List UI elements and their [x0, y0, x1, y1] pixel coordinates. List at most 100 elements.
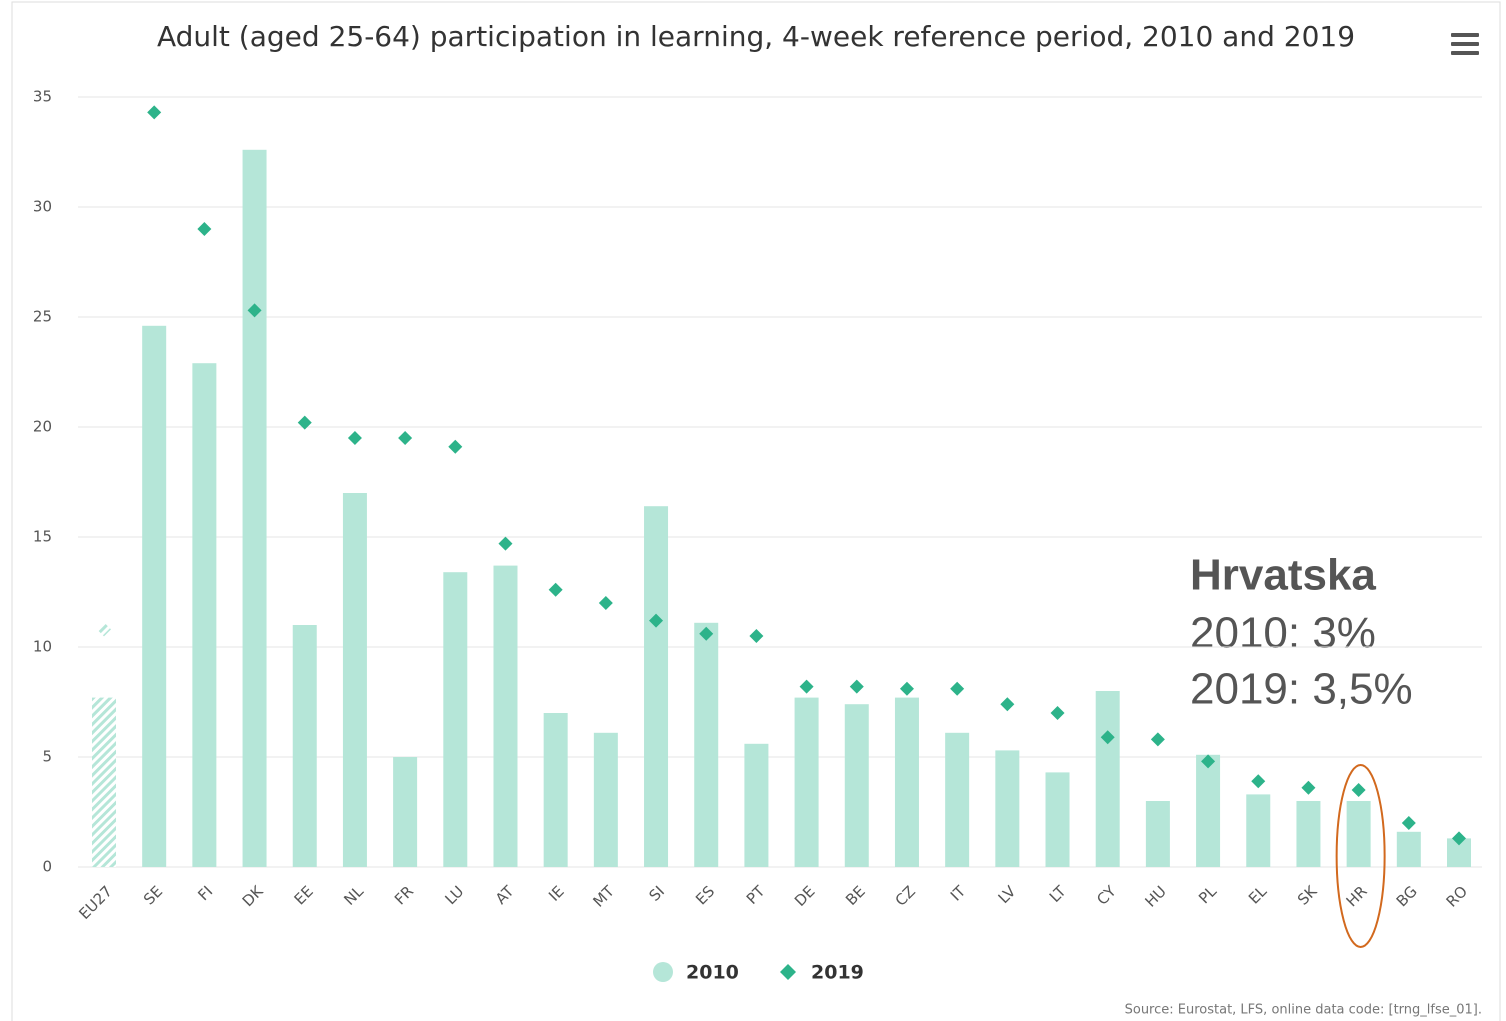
- x-tick-label: AT: [492, 882, 518, 908]
- marker: [849, 679, 864, 694]
- x-tick-label: CZ: [892, 882, 919, 909]
- x-tick-label: RO: [1443, 882, 1471, 910]
- x-tick-label: BE: [842, 882, 869, 909]
- y-tick-label: 30: [33, 198, 52, 216]
- x-tick-label: SK: [1294, 881, 1321, 908]
- x-tick-label: CY: [1093, 882, 1120, 909]
- marker: [398, 431, 413, 445]
- x-tick-label: PL: [1195, 882, 1220, 907]
- marker: [649, 613, 664, 628]
- bar: [292, 625, 317, 867]
- marker: [498, 536, 513, 551]
- marker: [1301, 780, 1316, 795]
- x-tick-label: SI: [645, 882, 668, 905]
- legend-marker: [780, 964, 796, 980]
- x-tick-label: FR: [391, 882, 417, 908]
- marker: [1452, 831, 1466, 846]
- x-tick-label: MT: [590, 882, 619, 911]
- marker: [1251, 774, 1266, 789]
- marker: [598, 596, 613, 610]
- marker: [749, 629, 764, 643]
- x-tick-label: EL: [1245, 882, 1271, 908]
- bar: [1196, 754, 1221, 867]
- x-tick-label: LT: [1046, 882, 1070, 906]
- y-tick-label: 0: [42, 858, 52, 876]
- y-tick-label: 15: [33, 528, 52, 546]
- x-tick-label: IE: [545, 882, 568, 905]
- x-tick-label: LV: [995, 882, 1020, 907]
- x-tick-label: IT: [947, 882, 970, 905]
- x-tick-label: DE: [791, 882, 819, 910]
- x-tick-label: SE: [140, 882, 166, 908]
- bar: [1296, 801, 1321, 867]
- bar: [142, 325, 167, 867]
- marker: [1050, 706, 1065, 720]
- x-tick-label: FI: [194, 882, 216, 904]
- x-tick-label: LU: [441, 882, 467, 908]
- marker: [147, 105, 162, 120]
- marker: [799, 679, 814, 694]
- bar: [644, 506, 669, 867]
- marker: [899, 681, 914, 696]
- marker: [247, 303, 262, 318]
- x-tick-label: PT: [743, 882, 769, 908]
- annotation-line: 2010: 3%: [1190, 609, 1376, 658]
- marker: [297, 415, 312, 430]
- bar: [593, 732, 618, 867]
- bar: [543, 713, 568, 867]
- bar: [995, 750, 1020, 867]
- annotation-title: Hrvatska: [1190, 551, 1376, 600]
- bar: [443, 572, 468, 867]
- x-tick-label: HU: [1141, 882, 1169, 910]
- chart-title: Adult (aged 25-64) participation in lear…: [157, 20, 1355, 53]
- source: Source: Eurostat, LFS, online data code:…: [1125, 1003, 1482, 1018]
- bar: [393, 757, 418, 867]
- bar: [493, 565, 518, 867]
- bar: [242, 149, 267, 868]
- bar: [1045, 772, 1070, 867]
- highlight-ellipse: [1335, 764, 1386, 948]
- x-tick-label: HR: [1343, 882, 1371, 910]
- y-tick-label: 5: [42, 748, 52, 766]
- marker: [950, 681, 965, 696]
- y-tick-label: 20: [33, 418, 52, 436]
- annotation-line: 2019: 3,5%: [1190, 665, 1413, 714]
- marker: [1201, 754, 1216, 769]
- x-tick-label: DK: [239, 881, 268, 910]
- legend-marker: [653, 962, 673, 982]
- marker: [97, 622, 111, 637]
- bar: [1396, 831, 1421, 867]
- marker: [1401, 816, 1416, 830]
- bar: [1095, 691, 1120, 867]
- legend-label: 2019: [811, 962, 864, 984]
- marker: [1100, 730, 1115, 745]
- frame: [11, 1, 1501, 1021]
- marker: [1351, 783, 1366, 797]
- legend-label: 2010: [686, 962, 739, 984]
- x-tick-label: EU27: [75, 882, 116, 923]
- bar: [794, 697, 819, 867]
- x-tick-label: ES: [692, 882, 718, 908]
- y-tick-label: 35: [33, 88, 52, 106]
- bar: [844, 704, 869, 867]
- menu-icon[interactable]: [1451, 33, 1479, 55]
- bar: [894, 697, 919, 867]
- x-tick-label: BG: [1393, 882, 1421, 910]
- bar: [945, 732, 970, 867]
- bar: [92, 697, 116, 867]
- marker: [699, 626, 714, 641]
- bar: [694, 622, 719, 867]
- marker: [1000, 697, 1015, 712]
- x-tick-label: EE: [291, 882, 317, 908]
- bar: [744, 743, 769, 867]
- bar: [342, 493, 367, 867]
- y-tick-label: 10: [33, 638, 52, 656]
- marker: [548, 582, 563, 597]
- bar: [1246, 794, 1271, 867]
- x-tick-label: NL: [340, 882, 367, 909]
- bar: [192, 363, 217, 867]
- y-tick-label: 25: [33, 308, 52, 326]
- bar: [1346, 801, 1371, 867]
